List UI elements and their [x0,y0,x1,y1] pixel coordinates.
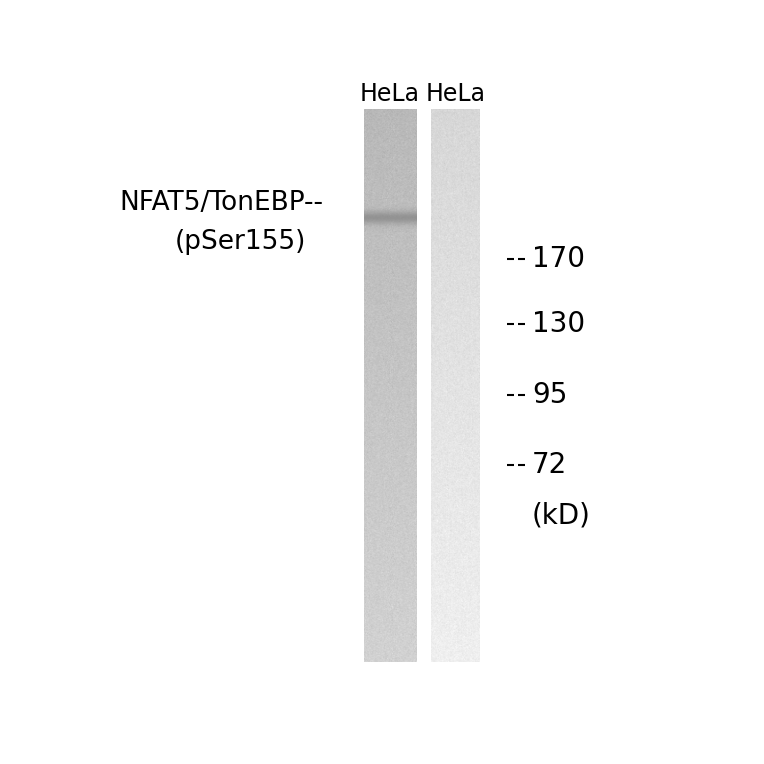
Text: HeLa: HeLa [360,83,419,106]
Text: (pSer155): (pSer155) [174,228,306,254]
Text: 130: 130 [532,310,585,338]
Text: NFAT5/TonEBP--: NFAT5/TonEBP-- [119,190,323,216]
Text: 72: 72 [532,452,567,479]
Text: (kD): (kD) [532,501,591,529]
Text: 95: 95 [532,380,567,409]
Text: HeLa: HeLa [426,83,485,106]
Text: 170: 170 [532,245,585,274]
